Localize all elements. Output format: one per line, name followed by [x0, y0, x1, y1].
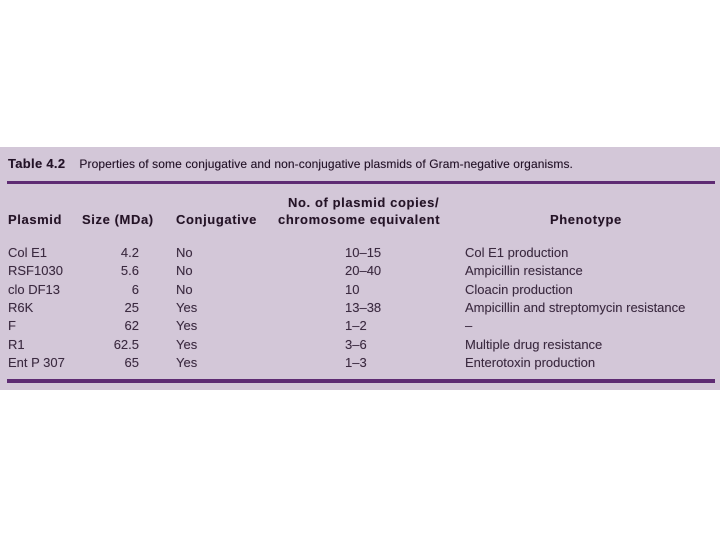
cell-size: 6	[131, 281, 139, 297]
cell-size: 65	[124, 354, 139, 370]
cell-size: 5.6	[120, 263, 139, 279]
cell-plasmid: R6K	[8, 299, 34, 315]
table-panel: Table 4.2 Properties of some conjugative …	[0, 147, 720, 390]
column-header-phenotype: Phenotype	[550, 212, 622, 227]
cell-copies: 20–40	[345, 263, 382, 279]
cell-phenotype: Cloacin production	[465, 281, 573, 297]
cell-plasmid: clo DF13	[8, 281, 61, 297]
column-header-conjugative: Conjugative	[176, 212, 257, 227]
table-row: RSF1030 5.6 No 20–40 Ampicillin resistan…	[0, 262, 720, 280]
column-header-copies-line1: No. of plasmid copies/	[288, 195, 440, 210]
cell-phenotype: Col E1 production	[465, 245, 569, 260]
cell-copies: 1–3	[345, 354, 367, 370]
cell-size: 62.5	[113, 336, 139, 352]
cell-plasmid: Col E1	[8, 245, 48, 260]
cell-conjugative: No	[176, 263, 193, 279]
cell-plasmid: F	[8, 318, 16, 334]
title-rule	[7, 181, 715, 184]
cell-copies: 10–15	[345, 245, 382, 260]
cell-phenotype: Multiple drug resistance	[465, 336, 603, 352]
table-caption: Properties of some conjugative and non-c…	[79, 157, 573, 171]
cell-conjugative: Yes	[176, 299, 198, 315]
table-title: Table 4.2 Properties of some conjugative …	[8, 156, 573, 172]
cell-copies: 13–38	[345, 299, 382, 315]
cell-phenotype: Enterotoxin production	[465, 354, 596, 370]
table-number: Table 4.2	[8, 156, 66, 171]
cell-size: 4.2	[120, 245, 139, 260]
cell-copies: 1–2	[345, 318, 367, 334]
table-row: R6K 25 Yes 13–38 Ampicillin and streptom…	[0, 299, 720, 317]
column-header-copies-line2: chromosome equivalent	[278, 212, 441, 227]
cell-conjugative: No	[176, 245, 193, 260]
table-row: R1 62.5 Yes 3–6 Multiple drug resistance	[0, 336, 720, 354]
column-header-plasmid: Plasmid	[8, 212, 63, 227]
cell-phenotype: Ampicillin resistance	[465, 263, 583, 279]
table-row: Ent P 307 65 Yes 1–3 Enterotoxin product…	[0, 354, 720, 372]
cell-plasmid: RSF1030	[8, 263, 63, 279]
cell-phenotype: Ampicillin and streptomycin resistance	[465, 299, 686, 315]
cell-size: 25	[124, 299, 139, 315]
table-row: F 62 Yes 1–2 –	[0, 317, 720, 335]
cell-phenotype: –	[465, 318, 473, 334]
cell-conjugative: No	[176, 281, 193, 297]
bottom-rule	[7, 379, 715, 383]
cell-conjugative: Yes	[176, 336, 198, 352]
table-row: clo DF13 6 No 10 Cloacin production	[0, 281, 720, 299]
cell-conjugative: Yes	[176, 318, 198, 334]
cell-plasmid: R1	[8, 336, 25, 352]
cell-copies: 3–6	[345, 336, 367, 352]
cell-copies: 10	[345, 281, 360, 297]
table-row: Col E1 4.2 No 10–15 Col E1 production	[0, 244, 720, 262]
cell-plasmid: Ent P 307	[8, 354, 65, 370]
cell-conjugative: Yes	[176, 354, 198, 370]
cell-size: 62	[124, 318, 139, 334]
column-header-size: Size (MDa)	[82, 212, 154, 227]
